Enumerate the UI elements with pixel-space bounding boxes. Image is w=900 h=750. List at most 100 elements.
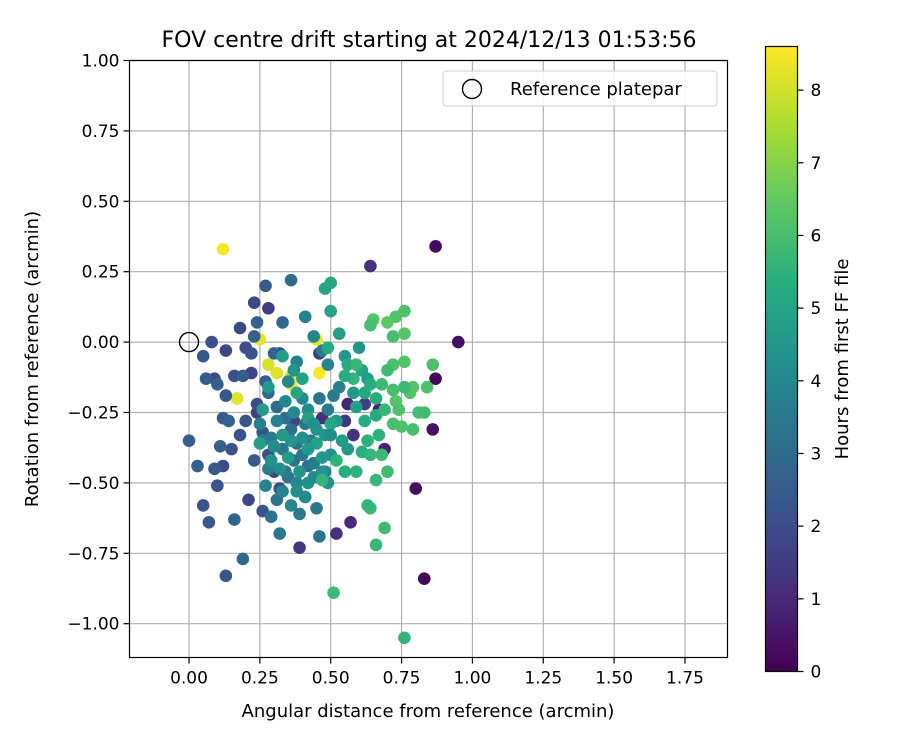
data-point bbox=[398, 631, 411, 645]
y-tick-label: 0.50 bbox=[82, 192, 120, 212]
data-point bbox=[381, 465, 394, 478]
data-point bbox=[276, 428, 289, 442]
data-point bbox=[349, 358, 363, 371]
colorbar-ticks: 0 1 2 3 4 5 6 7 8 bbox=[797, 81, 822, 683]
legend: Reference platepar bbox=[442, 70, 718, 107]
data-point bbox=[341, 442, 355, 456]
colorbar-tick-label: 2 bbox=[811, 517, 822, 537]
data-point bbox=[270, 414, 284, 428]
data-point bbox=[293, 465, 306, 478]
data-point bbox=[386, 383, 400, 397]
data-point bbox=[364, 448, 377, 462]
data-point bbox=[324, 417, 338, 431]
reference-marker bbox=[178, 331, 200, 353]
data-point bbox=[398, 304, 411, 318]
data-point bbox=[202, 516, 216, 529]
data-point bbox=[429, 372, 442, 386]
data-point bbox=[290, 386, 304, 400]
y-tick-label: −0.25 bbox=[67, 404, 119, 424]
x-axis-label: Angular distance from reference (arcmin) bbox=[242, 701, 615, 722]
data-point bbox=[247, 330, 261, 343]
colorbar-tick-label: 1 bbox=[811, 590, 822, 610]
data-point bbox=[219, 389, 233, 402]
data-point bbox=[245, 347, 258, 360]
y-tick-label: 0.25 bbox=[82, 263, 120, 283]
data-point bbox=[211, 378, 224, 391]
colorbar-tick-label: 4 bbox=[811, 372, 822, 392]
data-point bbox=[267, 439, 281, 453]
data-point bbox=[233, 428, 247, 442]
data-point bbox=[259, 479, 272, 493]
data-point bbox=[332, 380, 346, 394]
data-point bbox=[279, 394, 292, 408]
data-point bbox=[259, 279, 272, 293]
y-tick-label: −1.00 bbox=[67, 615, 119, 635]
data-point bbox=[426, 423, 440, 436]
data-point bbox=[281, 375, 295, 388]
data-point bbox=[191, 459, 204, 473]
data-point bbox=[222, 414, 235, 428]
data-point bbox=[369, 473, 383, 487]
data-point bbox=[228, 513, 241, 526]
data-point bbox=[307, 417, 321, 431]
data-point bbox=[211, 479, 224, 493]
data-point bbox=[250, 316, 264, 329]
data-point bbox=[338, 465, 352, 478]
data-point bbox=[364, 318, 377, 332]
legend-label: Reference platepar bbox=[510, 79, 682, 100]
x-tick-label: 0.75 bbox=[383, 669, 421, 689]
data-point bbox=[233, 321, 247, 335]
data-point bbox=[313, 366, 326, 380]
data-point bbox=[378, 521, 391, 535]
data-point bbox=[270, 366, 284, 380]
plot-frame bbox=[128, 59, 729, 659]
data-point bbox=[369, 538, 383, 552]
data-point bbox=[219, 569, 233, 583]
data-point bbox=[276, 485, 289, 498]
data-point bbox=[324, 276, 338, 290]
data-point bbox=[361, 499, 374, 512]
data-point bbox=[182, 434, 196, 447]
data-point bbox=[349, 465, 363, 478]
x-tick-label: 1.25 bbox=[524, 669, 562, 689]
data-point bbox=[247, 296, 261, 309]
colorbar-label: Hours from first FF file bbox=[832, 259, 853, 460]
data-point bbox=[417, 572, 431, 585]
data-point bbox=[330, 527, 343, 540]
data-point bbox=[330, 454, 343, 467]
data-point bbox=[375, 448, 389, 462]
data-point bbox=[420, 380, 434, 394]
x-axis: 0.00 0.25 0.50 0.75 1.00 1.25 1.50 1.75 bbox=[170, 657, 704, 689]
data-point bbox=[298, 310, 312, 324]
data-point bbox=[406, 423, 420, 436]
y-axis: 1.00 0.75 0.50 0.25 0.00 −0.25 −0.50 −0.75 −1.00 bbox=[67, 52, 130, 635]
grid bbox=[129, 59, 728, 658]
colorbar: 0 1 2 3 4 5 6 7 8 Hours from first FF file bbox=[764, 45, 853, 683]
data-point bbox=[281, 451, 295, 464]
data-point bbox=[247, 454, 261, 467]
data-point bbox=[451, 335, 465, 349]
data-point bbox=[236, 369, 250, 383]
x-tick-label: 0.50 bbox=[312, 669, 350, 689]
data-point bbox=[378, 403, 391, 416]
data-point bbox=[358, 414, 372, 428]
data-point bbox=[321, 341, 335, 355]
data-point bbox=[381, 316, 394, 329]
data-point bbox=[242, 493, 255, 507]
colorbar-tick-label: 7 bbox=[811, 154, 822, 174]
chart-title: FOV centre drift starting at 2024/12/13 … bbox=[162, 28, 697, 53]
data-point bbox=[361, 434, 374, 447]
data-point bbox=[273, 527, 287, 540]
data-point bbox=[398, 327, 411, 340]
data-point bbox=[392, 403, 406, 416]
data-point bbox=[208, 462, 221, 476]
data-point bbox=[315, 473, 329, 487]
data-point bbox=[301, 442, 315, 456]
data-point bbox=[369, 392, 383, 405]
data-point bbox=[315, 451, 329, 464]
data-point bbox=[287, 406, 301, 419]
y-tick-label: 1.00 bbox=[82, 52, 120, 72]
data-point bbox=[284, 273, 298, 287]
data-point bbox=[253, 437, 267, 450]
data-point bbox=[287, 363, 301, 377]
